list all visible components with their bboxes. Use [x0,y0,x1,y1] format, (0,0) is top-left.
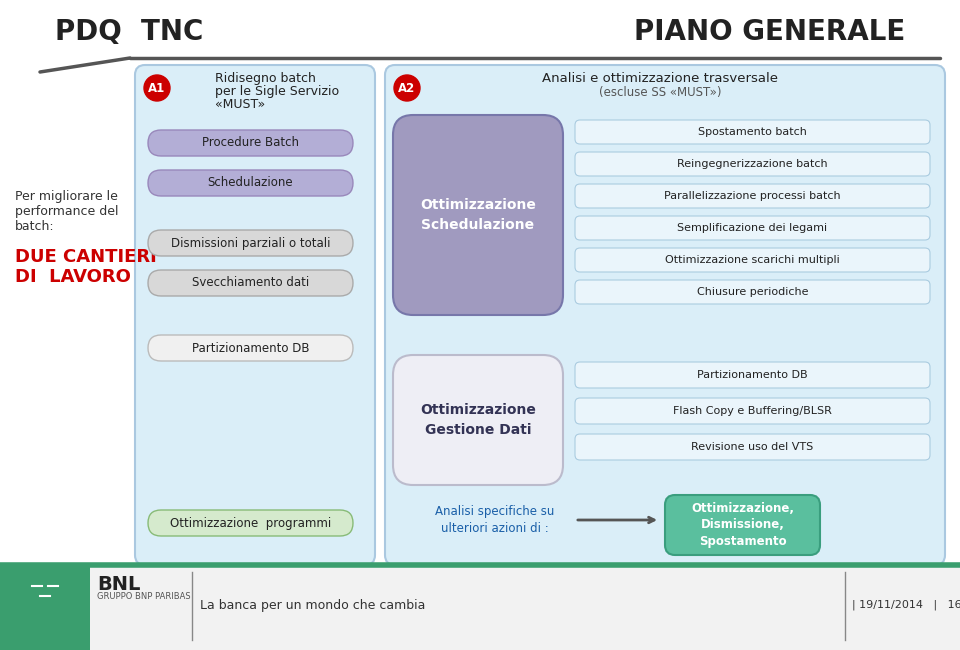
FancyBboxPatch shape [385,65,945,565]
Text: Analisi e ottimizzazione trasversale: Analisi e ottimizzazione trasversale [542,72,778,85]
Text: La banca per un mondo che cambia: La banca per un mondo che cambia [200,599,425,612]
Text: DI  LAVORO: DI LAVORO [15,268,131,286]
Text: (escluse SS «MUST»): (escluse SS «MUST») [599,86,721,99]
Text: Procedure Batch: Procedure Batch [202,136,299,150]
Text: Ottimizzazione scarichi multipli: Ottimizzazione scarichi multipli [665,255,840,265]
FancyBboxPatch shape [575,216,930,240]
Text: | 19/11/2014   |   16: | 19/11/2014 | 16 [852,600,960,610]
FancyBboxPatch shape [148,335,353,361]
Circle shape [394,75,420,101]
Text: Reingegnerizzazione batch: Reingegnerizzazione batch [677,159,828,169]
Bar [0,565,90,650]
Text: Semplificazione dei legami: Semplificazione dei legami [678,223,828,233]
FancyBboxPatch shape [575,248,930,272]
Text: Revisione uso del VTS: Revisione uso del VTS [691,442,814,452]
FancyBboxPatch shape [575,398,930,424]
Text: Partizionamento DB: Partizionamento DB [192,341,309,354]
FancyBboxPatch shape [393,355,563,485]
Circle shape [144,75,170,101]
Text: Svecchiamento dati: Svecchiamento dati [192,276,309,289]
Text: A2: A2 [398,81,416,94]
FancyBboxPatch shape [575,280,930,304]
FancyBboxPatch shape [575,184,930,208]
Text: PDQ  TNC: PDQ TNC [55,18,204,46]
Text: Schedulazione: Schedulazione [207,177,294,190]
Bar [0,565,960,650]
FancyBboxPatch shape [393,115,563,315]
Text: «MUST»: «MUST» [215,98,265,111]
Text: Analisi specifiche su
ulteriori azioni di :: Analisi specifiche su ulteriori azioni d… [435,504,555,536]
Text: Ottimizzazione  programmi: Ottimizzazione programmi [170,517,331,530]
Text: Ottimizzazione
Schedulazione: Ottimizzazione Schedulazione [420,198,536,232]
Text: BNL: BNL [97,575,140,594]
Text: Flash Copy e Buffering/BLSR: Flash Copy e Buffering/BLSR [673,406,832,416]
Text: Spostamento batch: Spostamento batch [698,127,807,137]
Text: batch:: batch: [15,220,55,233]
FancyBboxPatch shape [148,510,353,536]
Text: per le Sigle Servizio: per le Sigle Servizio [215,85,339,98]
FancyBboxPatch shape [575,120,930,144]
Text: PIANO GENERALE: PIANO GENERALE [634,18,905,46]
Text: performance del: performance del [15,205,118,218]
FancyBboxPatch shape [148,270,353,296]
FancyBboxPatch shape [135,65,375,565]
FancyBboxPatch shape [575,362,930,388]
Text: Parallelizzazione processi batch: Parallelizzazione processi batch [664,191,841,201]
Text: Ottimizzazione
Gestione Dati: Ottimizzazione Gestione Dati [420,403,536,437]
Text: Per migliorare le: Per migliorare le [15,190,118,203]
Text: GRUPPO BNP PARIBAS: GRUPPO BNP PARIBAS [97,592,191,601]
Text: A1: A1 [149,81,166,94]
FancyBboxPatch shape [575,152,930,176]
Text: Ottimizzazione,
Dismissione,
Spostamento: Ottimizzazione, Dismissione, Spostamento [691,502,794,549]
FancyBboxPatch shape [148,230,353,256]
FancyBboxPatch shape [148,170,353,196]
FancyBboxPatch shape [148,130,353,156]
Text: DUE CANTIERI: DUE CANTIERI [15,248,156,266]
Text: Dismissioni parziali o totali: Dismissioni parziali o totali [171,237,330,250]
Text: Chiusure periodiche: Chiusure periodiche [697,287,808,297]
Text: Partizionamento DB: Partizionamento DB [697,370,807,380]
FancyBboxPatch shape [575,434,930,460]
Text: Ridisegno batch: Ridisegno batch [215,72,316,85]
FancyBboxPatch shape [665,495,820,555]
